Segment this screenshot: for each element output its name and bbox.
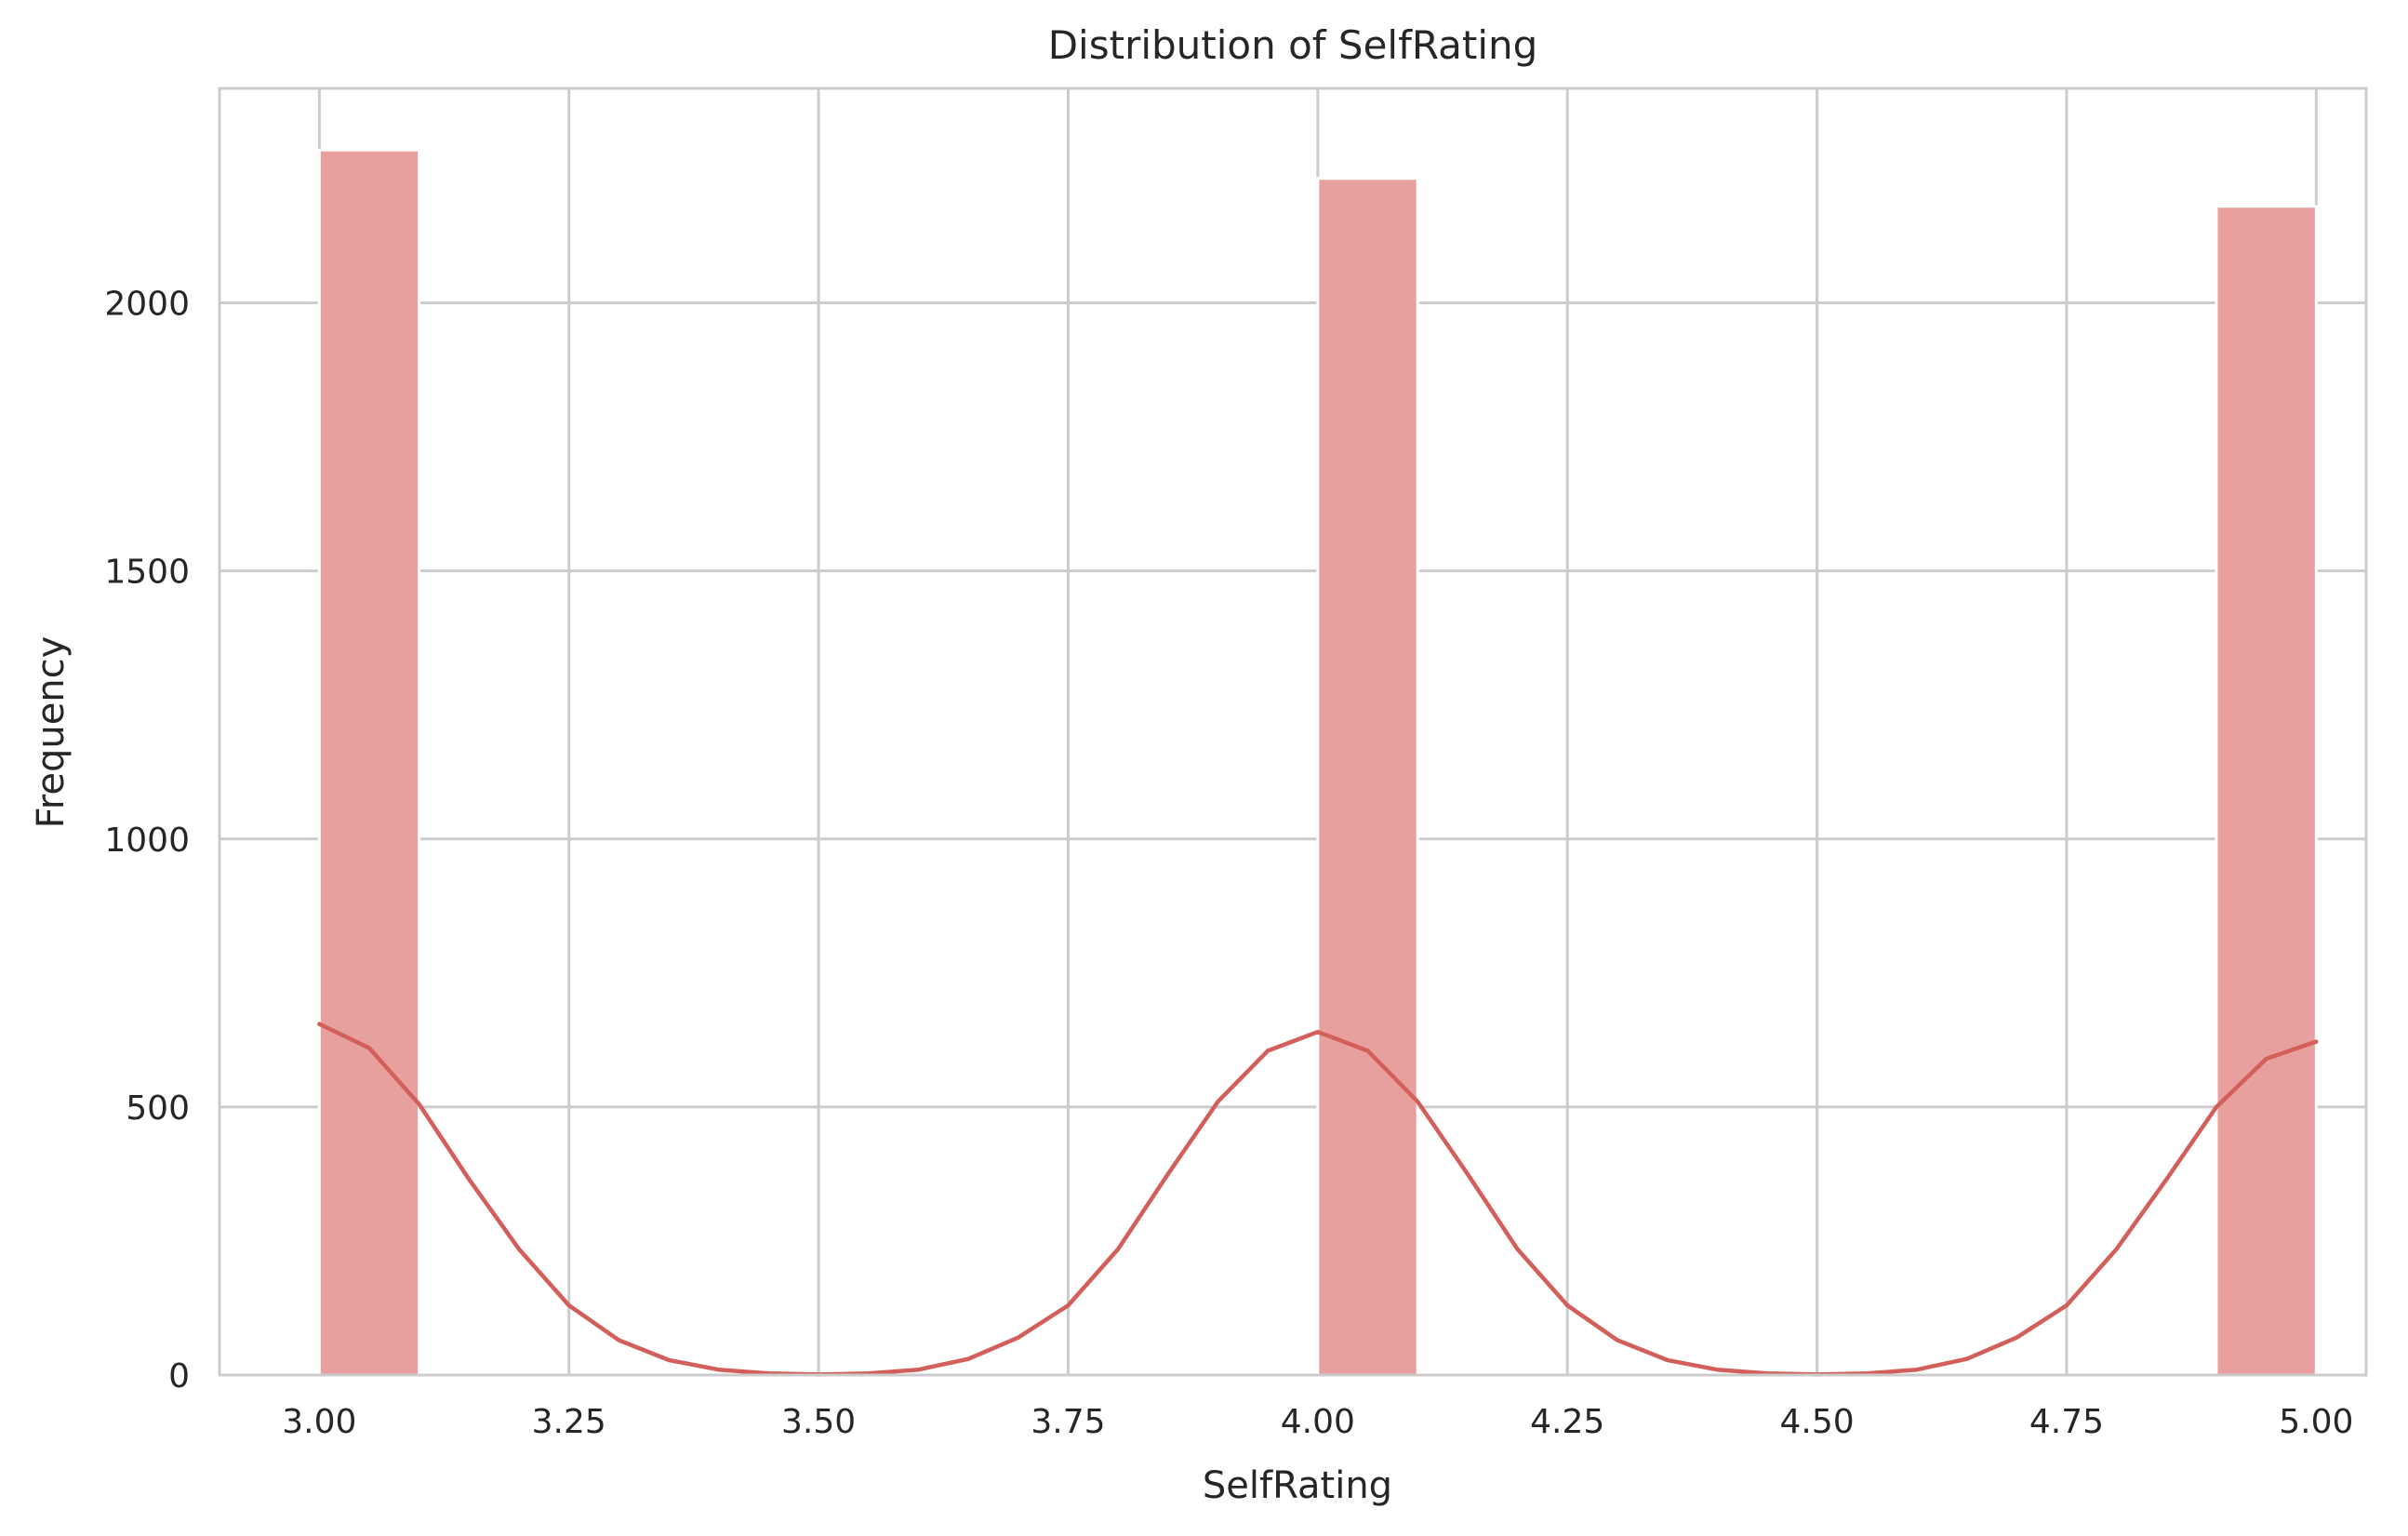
y-tick-label: 1500 <box>104 554 190 592</box>
kde-curve <box>317 1022 2319 1377</box>
y-tick-label: 500 <box>126 1089 190 1128</box>
x-tick-labels: 3.00 3.25 3.50 3.75 4.00 4.25 4.50 4.75 5.00 <box>282 1403 2353 1441</box>
y-axis-title: Frequency <box>30 636 73 829</box>
plot-frame <box>218 87 2368 1377</box>
histogram-bar <box>317 148 421 1377</box>
y-tick-label: 0 <box>168 1357 190 1396</box>
x-tick-label: 3.25 <box>532 1403 606 1441</box>
x-tick-label: 4.75 <box>2029 1403 2104 1441</box>
histogram-bar <box>1316 177 1419 1377</box>
x-tick-label: 5.00 <box>2279 1403 2353 1441</box>
x-tick-label: 3.00 <box>282 1403 356 1441</box>
y-tick-label: 1000 <box>104 821 190 860</box>
chart-title: Distribution of SelfRating <box>1048 22 1538 68</box>
x-tick-label: 3.75 <box>1031 1403 1105 1441</box>
x-tick-label: 3.50 <box>781 1403 856 1441</box>
histogram-bars <box>317 148 2318 1377</box>
x-tick-label: 4.50 <box>1780 1403 1855 1441</box>
y-tick-labels: 0 500 1000 1500 2000 <box>104 286 190 1396</box>
x-tick-label: 4.00 <box>1281 1403 1355 1441</box>
plot-background <box>220 88 2366 1375</box>
y-tick-label: 2000 <box>104 286 190 324</box>
histogram-bar <box>2215 205 2318 1377</box>
x-axis-title: SelfRating <box>1203 1464 1392 1507</box>
x-tick-label: 4.25 <box>1530 1403 1604 1441</box>
